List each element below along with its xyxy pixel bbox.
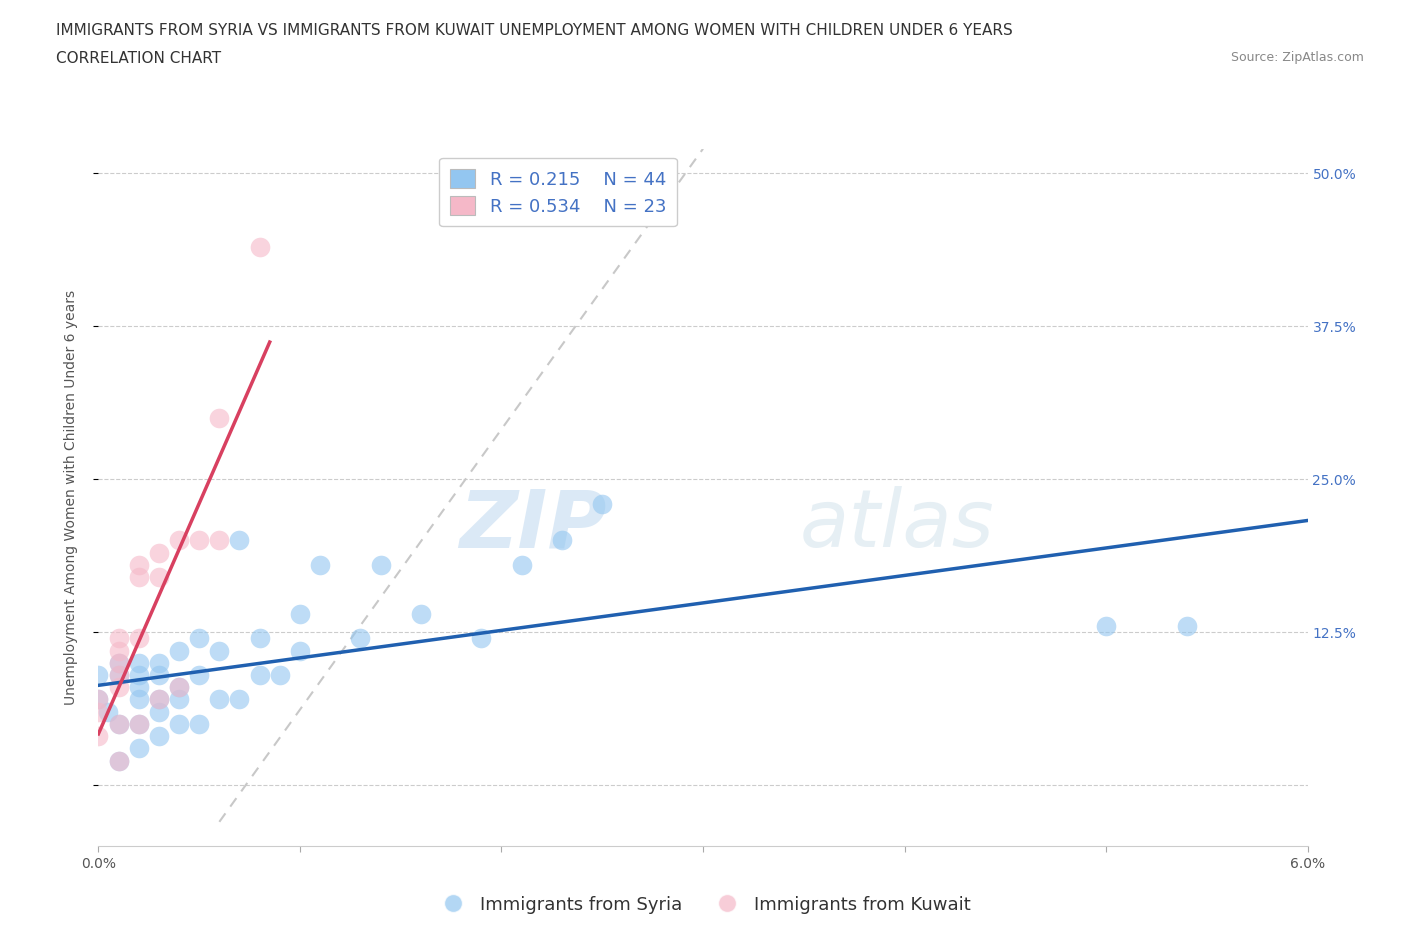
Point (409, 606, 432, 621)
Point (470, 631, 492, 645)
Point (167, 680, 190, 695)
Point (551, 533, 574, 548)
Point (148, 570, 170, 585)
Point (208, 692, 231, 707)
Text: IMMIGRANTS FROM SYRIA VS IMMIGRANTS FROM KUWAIT UNEMPLOYMENT AMONG WOMEN WITH CH: IMMIGRANTS FROM SYRIA VS IMMIGRANTS FROM… (56, 23, 1012, 38)
Point (228, 533, 250, 548)
Point (591, 497, 613, 512)
Point (309, 557, 332, 572)
Point (188, 716, 211, 731)
Point (167, 643, 190, 658)
Point (148, 656, 170, 671)
Point (148, 704, 170, 719)
Point (288, 643, 311, 658)
Point (148, 692, 170, 707)
Point (97, 704, 120, 719)
Point (1095, 618, 1118, 633)
Point (249, 239, 271, 254)
Point (107, 680, 129, 695)
Point (128, 656, 150, 671)
Point (107, 668, 129, 683)
Point (370, 557, 392, 572)
Point (87, 692, 110, 707)
Text: ZIP: ZIP (458, 486, 606, 565)
Point (87, 668, 110, 683)
Point (107, 753, 129, 768)
Point (228, 692, 250, 707)
Point (1175, 618, 1198, 633)
Point (128, 557, 150, 572)
Legend: Immigrants from Syria, Immigrants from Kuwait: Immigrants from Syria, Immigrants from K… (427, 888, 979, 921)
Point (128, 716, 150, 731)
Point (87, 704, 110, 719)
Point (148, 545, 170, 560)
Point (107, 716, 129, 731)
Point (167, 716, 190, 731)
Point (107, 668, 129, 683)
Point (148, 668, 170, 683)
Point (128, 570, 150, 585)
Text: atlas: atlas (800, 486, 994, 565)
Point (107, 656, 129, 671)
Point (167, 692, 190, 707)
Point (349, 631, 371, 645)
Point (249, 668, 271, 683)
Point (269, 668, 291, 683)
Point (188, 631, 211, 645)
Point (188, 668, 211, 683)
Point (107, 753, 129, 768)
Point (249, 631, 271, 645)
Point (208, 533, 231, 548)
Point (167, 680, 190, 695)
Point (128, 741, 150, 756)
Text: Source: ZipAtlas.com: Source: ZipAtlas.com (1230, 51, 1364, 64)
Point (107, 631, 129, 645)
Y-axis label: Unemployment Among Women with Children Under 6 years: Unemployment Among Women with Children U… (63, 290, 77, 705)
Point (148, 729, 170, 744)
Point (87, 729, 110, 744)
Point (128, 692, 150, 707)
Point (288, 606, 311, 621)
Point (128, 668, 150, 683)
Point (148, 692, 170, 707)
Point (107, 716, 129, 731)
Point (167, 533, 190, 548)
Point (128, 680, 150, 695)
Point (107, 643, 129, 658)
Point (128, 631, 150, 645)
Point (87, 692, 110, 707)
Point (510, 557, 533, 572)
Point (107, 656, 129, 671)
Text: CORRELATION CHART: CORRELATION CHART (56, 51, 221, 66)
Point (208, 410, 231, 425)
Point (188, 533, 211, 548)
Point (208, 643, 231, 658)
Point (128, 716, 150, 731)
